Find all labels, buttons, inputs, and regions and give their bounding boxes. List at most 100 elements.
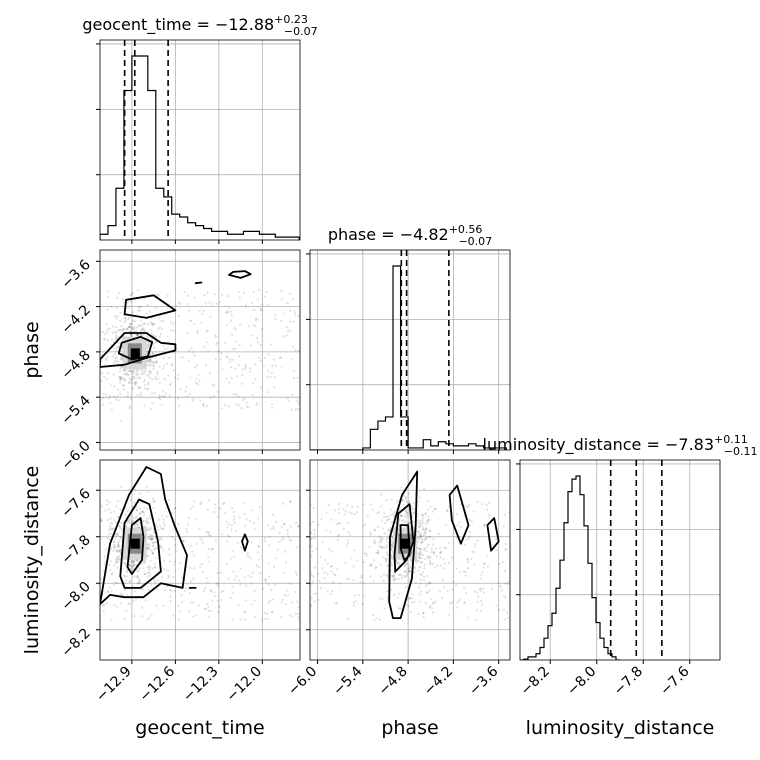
sample-point [504,618,507,621]
sample-point [115,331,118,334]
sample-point [257,289,260,292]
sample-point [372,614,375,617]
sample-point [404,570,407,573]
sample-point [391,557,394,560]
sample-point [407,605,410,608]
sample-point [408,569,412,572]
sample-point [285,334,289,337]
sample-point [244,524,247,527]
sample-point [346,542,350,545]
sample-point [345,544,348,547]
sample-point [132,564,135,568]
sample-point [502,608,505,611]
sample-point [333,509,336,512]
sample-point [401,499,404,502]
sample-point [202,309,205,312]
sample-point [248,324,251,328]
sample-point [501,561,504,564]
sample-point [395,577,398,581]
sample-point [112,361,116,364]
sample-point [410,562,413,565]
sample-point [253,615,257,619]
sample-point [191,399,194,402]
sample-point [189,376,192,379]
sample-point [152,506,155,509]
sample-point [330,564,333,568]
sample-point [294,313,297,316]
sample-point [276,548,279,551]
sample-point [153,583,156,586]
sample-point [391,545,394,548]
sample-point [450,601,454,604]
sample-point [226,355,229,358]
sample-point [148,536,152,539]
sample-point [159,397,162,401]
sample-point [224,512,227,515]
sample-point [207,548,211,551]
contour-line [388,470,419,619]
sample-point [397,524,400,527]
sample-point [149,559,152,562]
sample-point [159,333,163,336]
sample-point [261,309,264,312]
sample-point [127,318,130,321]
sample-point [154,377,157,380]
sample-point [116,534,120,537]
sample-point [112,527,115,530]
sample-point [404,509,407,512]
sample-point [386,596,389,599]
sample-point [420,551,423,554]
sample-point [390,521,393,524]
sample-point [106,536,110,540]
sample-point [155,556,158,560]
sample-point [126,327,129,330]
sample-point [190,319,193,323]
sample-point [104,332,107,336]
sample-point [272,527,275,531]
sample-point [130,515,133,519]
sample-point [147,528,150,531]
sample-point [458,570,461,573]
sample-point [478,588,482,591]
sample-point [311,520,315,523]
sample-point [159,536,162,539]
sample-point [238,516,241,519]
sample-point [107,397,110,400]
sample-point [206,508,209,511]
sample-point [112,549,115,553]
sample-point [131,559,134,562]
sample-point [178,301,181,304]
sample-point [183,290,186,294]
sample-point [225,356,228,359]
sample-point [136,305,140,308]
sample-point [273,386,276,389]
sample-point [271,610,274,613]
sample-point [140,333,143,336]
sample-point [362,525,365,528]
sample-point [270,406,274,409]
sample-point [222,589,225,593]
sample-point [153,566,157,569]
sample-point [106,602,109,605]
sample-point [369,575,372,578]
sample-point [131,519,134,522]
sample-point [504,596,507,599]
sample-point [420,514,423,517]
sample-point [236,541,239,544]
sample-point [280,538,283,541]
sample-point [115,334,118,337]
sample-point [192,577,195,580]
sample-point [210,548,214,551]
sample-point [143,561,146,565]
sample-point [174,304,178,307]
sample-point [426,519,429,523]
sample-point [118,370,122,373]
sample-point [504,542,507,546]
sample-point [259,359,262,362]
sample-point [201,403,204,407]
sample-point [157,294,160,297]
sample-point [145,520,148,524]
sample-point [440,596,444,600]
sample-point [184,390,187,393]
sample-point [106,330,109,334]
